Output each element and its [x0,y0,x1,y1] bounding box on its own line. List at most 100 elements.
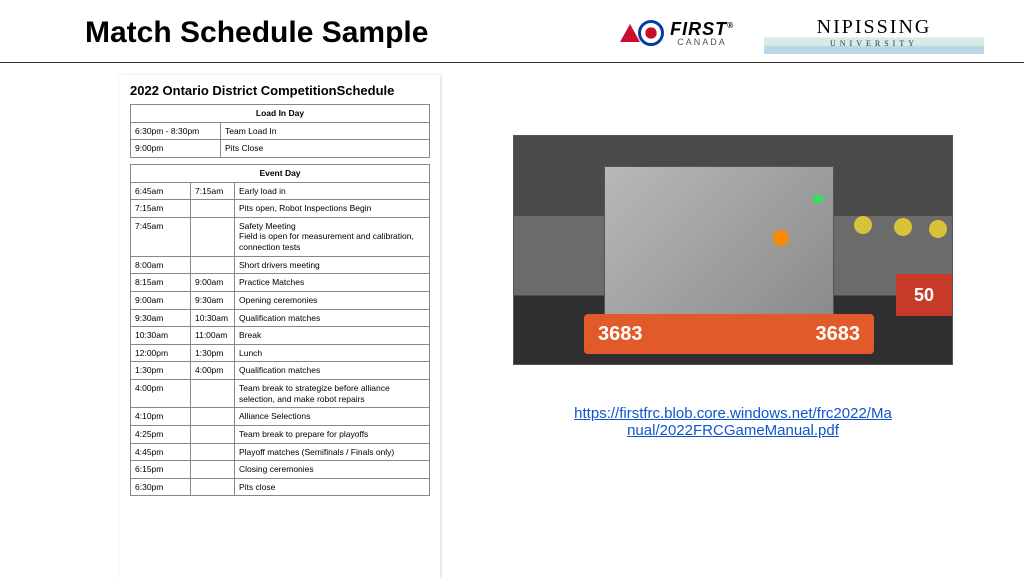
cell-start-time: 8:00am [131,256,191,274]
cell-start-time: 4:10pm [131,408,191,426]
cell-description: Alliance Selections [235,408,430,426]
table-row: 4:45pm Playoff matches (Semifinals / Fina… [131,443,430,461]
cell-end-time [191,200,235,218]
cell-description: Qualification matches [235,309,430,327]
cell-start-time: 7:45am [131,217,191,256]
right-column: 50 3683 3683 https://firstfrc.blob.core.… [490,75,976,579]
robot-photo: 50 3683 3683 [513,135,953,365]
status-led-icon [814,196,822,202]
cell-start-time: 6:15pm [131,461,191,479]
cell-description: Early load in [235,182,430,200]
table-row: 7:15am Pits open, Robot Inspections Begin [131,200,430,218]
cell-start-time: 4:00pm [131,380,191,408]
cell-end-time [191,408,235,426]
robot-bumper: 3683 3683 [584,314,874,354]
event-day-header: Event Day [131,164,430,182]
signal-light-icon [774,231,788,245]
cell-description: Opening ceremonies [235,291,430,309]
event-day-table: Event Day 6:45am7:15amEarly load in7:15a… [130,164,430,497]
first-triangle-icon [620,24,640,42]
cell-end-time [191,380,235,408]
table-row: 9:00am9:30amOpening ceremonies [131,291,430,309]
nipissing-subtitle: UNIVERSITY [772,39,976,48]
cell-start-time: 10:30am [131,327,191,345]
manual-link[interactable]: https://firstfrc.blob.core.windows.net/f… [574,405,892,439]
cell-start-time: 6:30pm - 8:30pm [131,122,221,140]
other-robot-bumper: 50 [896,274,952,316]
cell-end-time: 10:30am [191,309,235,327]
cell-description: Closing ceremonies [235,461,430,479]
cell-start-time: 9:00am [131,291,191,309]
cell-end-time: 9:30am [191,291,235,309]
slide-header: Match Schedule Sample FIRST® CANADA NIPI… [0,0,1024,63]
cell-end-time [191,443,235,461]
cell-start-time: 4:25pm [131,425,191,443]
cell-description: Practice Matches [235,274,430,292]
page-title: Match Schedule Sample [85,16,428,50]
table-row: 9:30am10:30amQualification matches [131,309,430,327]
table-row: 6:15pm Closing ceremonies [131,461,430,479]
cell-start-time: 12:00pm [131,344,191,362]
cell-start-time: 1:30pm [131,362,191,380]
table-row: 9:00pmPits Close [131,140,430,158]
cell-description: Pits Close [221,140,430,158]
cell-end-time: 4:00pm [191,362,235,380]
cell-start-time: 7:15am [131,200,191,218]
cell-description: Team break to prepare for playoffs [235,425,430,443]
cell-end-time [191,478,235,496]
table-row: 8:00am Short drivers meeting [131,256,430,274]
bumper-number-left: 3683 [598,323,643,346]
table-row: 4:25pm Team break to prepare for playoffs [131,425,430,443]
cell-end-time: 9:00am [191,274,235,292]
table-row: 1:30pm4:00pmQualification matches [131,362,430,380]
schedule-panel: 2022 Ontario District CompetitionSchedul… [120,75,440,579]
cell-description: Pits open, Robot Inspections Begin [235,200,430,218]
cell-start-time: 6:30pm [131,478,191,496]
cell-end-time: 7:15am [191,182,235,200]
load-in-table: Load In Day 6:30pm - 8:30pmTeam Load In9… [130,104,430,158]
cell-description: Safety Meeting Field is open for measure… [235,217,430,256]
cell-end-time [191,425,235,443]
table-row: 8:15am9:00amPractice Matches [131,274,430,292]
cell-description: Team Load In [221,122,430,140]
cell-description: Break [235,327,430,345]
cell-start-time: 9:00pm [131,140,221,158]
table-row: 6:45am7:15amEarly load in [131,182,430,200]
manual-link-block: https://firstfrc.blob.core.windows.net/f… [574,405,892,439]
cell-start-time: 8:15am [131,274,191,292]
first-logo-text: FIRST® CANADA [670,20,734,47]
cell-description: Qualification matches [235,362,430,380]
game-ball [929,220,947,238]
table-row: 4:10pm Alliance Selections [131,408,430,426]
cell-end-time: 1:30pm [191,344,235,362]
cell-end-time: 11:00am [191,327,235,345]
cell-end-time [191,461,235,479]
first-word: FIRST® [670,20,734,38]
table-row: 10:30am11:00amBreak [131,327,430,345]
cell-start-time: 6:45am [131,182,191,200]
table-row: 6:30pmPits close [131,478,430,496]
table-row: 12:00pm1:30pmLunch [131,344,430,362]
bumper-number-right: 3683 [816,323,861,346]
cell-description: Short drivers meeting [235,256,430,274]
nipissing-word: NIPISSING [772,16,976,39]
cell-description: Playoff matches (Semifinals / Finals onl… [235,443,430,461]
cell-description: Team break to strategize before alliance… [235,380,430,408]
robot-chassis [604,166,834,336]
cell-start-time: 4:45pm [131,443,191,461]
first-canada-logo: FIRST® CANADA [620,20,734,47]
table-row: 6:30pm - 8:30pmTeam Load In [131,122,430,140]
slide-content: 2022 Ontario District CompetitionSchedul… [0,63,1024,579]
nipissing-logo: NIPISSING UNIVERSITY [764,12,984,54]
cell-description: Lunch [235,344,430,362]
cell-start-time: 9:30am [131,309,191,327]
game-ball [894,218,912,236]
game-ball [854,216,872,234]
cell-end-time [191,256,235,274]
table-row: 7:45am Safety Meeting Field is open for m… [131,217,430,256]
first-subtitle: CANADA [670,38,734,47]
table-row: 4:00pm Team break to strategize before al… [131,380,430,408]
cell-end-time [191,217,235,256]
schedule-title: 2022 Ontario District CompetitionSchedul… [130,83,430,98]
load-in-header: Load In Day [131,105,430,123]
